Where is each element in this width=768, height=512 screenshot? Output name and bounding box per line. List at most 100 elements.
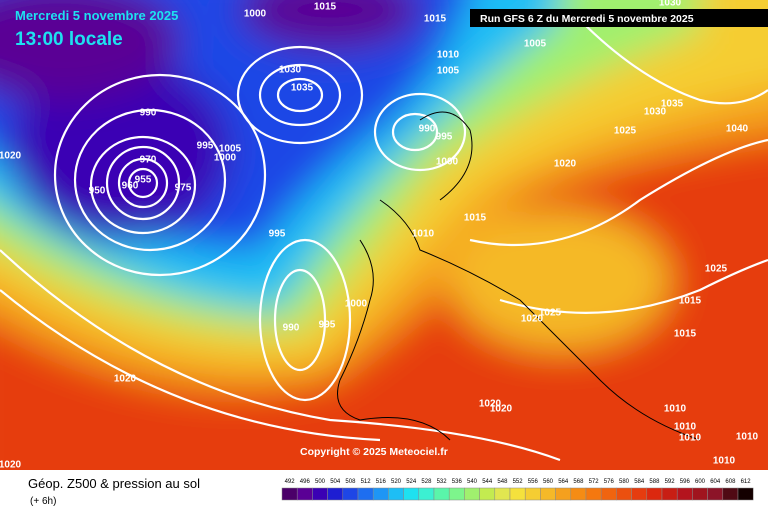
run: Run GFS 6 Z du Mercredi 5 novembre 2025: [480, 13, 694, 25]
legend-swatch: [555, 487, 572, 501]
isobar-label: 1015: [314, 2, 337, 13]
legend-swatch: [372, 487, 389, 501]
legend-swatch: [296, 487, 313, 501]
isobar-label: 975: [175, 183, 192, 194]
isobar-label: 1010: [736, 432, 759, 443]
legend-swatch: [616, 487, 632, 501]
legend-label: 556: [528, 479, 539, 485]
isobar-label: 1015: [679, 296, 702, 307]
legend-swatch: [388, 487, 404, 501]
isobar-label: 1020: [479, 399, 502, 410]
legend-swatch: [403, 487, 420, 501]
legend-swatch: [524, 487, 541, 501]
isobar-label: 1020: [554, 159, 577, 170]
legend-swatch: [646, 487, 663, 501]
legend-label: 516: [376, 479, 387, 485]
legend-label: 608: [725, 479, 736, 485]
legend-label: 524: [406, 479, 417, 485]
legend-swatch: [479, 487, 496, 501]
legend-swatch: [585, 487, 602, 501]
legend-swatch: [327, 487, 344, 501]
legend-label: 592: [665, 479, 676, 485]
legend-swatch: [448, 487, 465, 501]
legend-label: 564: [558, 479, 569, 485]
isobar-label: 995: [197, 141, 214, 152]
isobar-label: 1020: [521, 314, 544, 325]
legend-label: 512: [361, 479, 372, 485]
footer-subtitle: (+ 6h): [30, 496, 56, 507]
legend-label: 532: [437, 479, 448, 485]
isobar-label: 1040: [726, 124, 749, 135]
legend-swatch: [600, 487, 617, 501]
legend-swatch: [312, 487, 328, 501]
legend-swatch: [464, 487, 480, 501]
isobar-label: 1030: [644, 107, 667, 118]
legend-label: 568: [573, 479, 584, 485]
isobar-label: 1000: [214, 153, 237, 164]
isobar-label: 995: [436, 132, 453, 143]
legend-swatch: [281, 487, 298, 501]
legend-label: 600: [695, 479, 706, 485]
isobar-label: 1015: [464, 213, 487, 224]
isobar-label: 1030: [659, 0, 682, 9]
isobar-label: 1010: [713, 456, 736, 467]
isobar-label: 1020: [490, 404, 513, 415]
legend-label: 548: [497, 479, 508, 485]
legend-label: 552: [513, 479, 524, 485]
isobar-label: 1025: [539, 308, 562, 319]
isobar-label: 990: [419, 124, 436, 135]
isobar-lines: [0, 19, 768, 462]
legend-swatch: [692, 487, 708, 501]
isobar-label: 970: [140, 155, 157, 166]
isobar-label: 1025: [614, 126, 637, 137]
isobar-label: 1020: [0, 460, 22, 471]
isobar-label: 1010: [679, 433, 702, 444]
isobar-label: 1010: [437, 50, 460, 61]
isobar-label: 960: [122, 181, 139, 192]
legend-swatch: [494, 487, 511, 501]
legend-label: 572: [589, 479, 600, 485]
isobar-label: 1035: [661, 99, 684, 110]
isobar-label: 950: [89, 186, 106, 197]
legend-swatch: [509, 487, 526, 501]
legend-label: 492: [285, 479, 296, 485]
legend-label: 584: [634, 479, 645, 485]
legend-swatch: [661, 487, 678, 501]
isobar-label: 995: [319, 320, 336, 331]
copyright: Copyright © 2025 Meteociel.fr: [300, 446, 448, 458]
legend-label: 520: [391, 479, 402, 485]
isobar-label: 1010: [664, 404, 687, 415]
legend-swatch: [570, 487, 587, 501]
legend: 492 496 500 504 508 512 516 520 524 528 532 536 540 5…: [281, 479, 754, 501]
isobar-label: 990: [140, 108, 157, 119]
legend-label: 528: [421, 479, 432, 485]
isobar-label: 1000: [244, 9, 267, 20]
legend-swatch: [722, 487, 739, 501]
coastlines: [337, 111, 701, 441]
legend-label: 580: [619, 479, 630, 485]
legend-swatch: [357, 487, 374, 501]
isobar-label: 1035: [291, 83, 314, 94]
legend-label: 508: [345, 479, 356, 485]
isobar-label: 1025: [705, 264, 728, 275]
run-box: [470, 9, 768, 27]
legend-label: 540: [467, 479, 478, 485]
isobar-label: 1000: [436, 157, 459, 168]
isobar-label: 1015: [674, 329, 697, 340]
date: Mercredi 5 novembre 2025: [15, 8, 178, 23]
isobar-label: 1010: [412, 229, 435, 240]
legend-label: 500: [315, 479, 326, 485]
isobar-label: 1020: [114, 374, 137, 385]
legend-label: 536: [452, 479, 463, 485]
legend-label: 604: [710, 479, 721, 485]
isobar-label: 1030: [279, 65, 302, 76]
isobar-label: 1020: [0, 151, 22, 162]
legend-swatch: [737, 487, 754, 501]
legend-swatch: [540, 487, 556, 501]
isobar-label: 1010: [674, 422, 697, 433]
time: 13:00 locale: [15, 29, 123, 50]
isobar-label: 1015: [424, 14, 447, 25]
isobar-label: 1000: [345, 299, 368, 310]
